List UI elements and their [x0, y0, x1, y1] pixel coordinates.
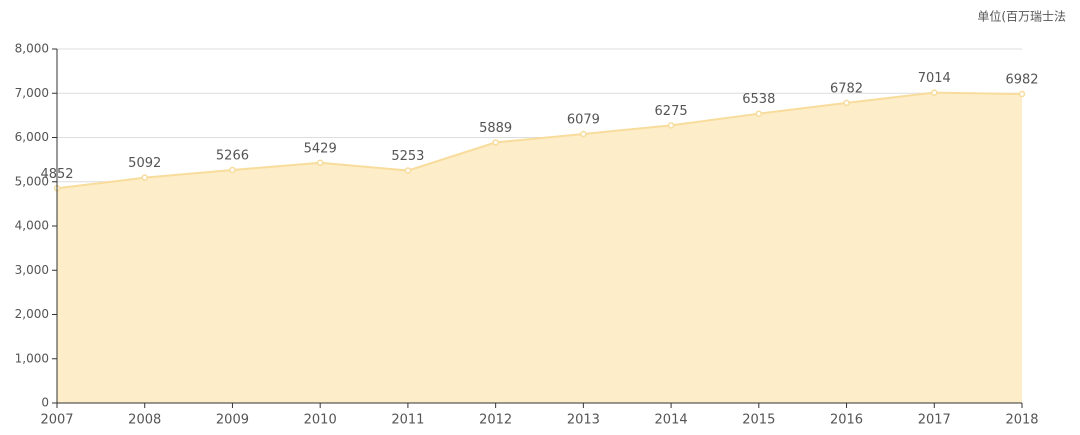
value-label: 6079 [567, 113, 600, 128]
unit-label: 单位(百万瑞士法 [977, 9, 1066, 24]
y-tick-label: 0 [41, 396, 49, 410]
value-label: 5092 [128, 156, 161, 171]
x-tick-label: 2014 [655, 413, 688, 428]
value-label: 6275 [655, 104, 688, 119]
x-tick-label: 2013 [567, 413, 600, 428]
x-tick-label: 2008 [128, 413, 161, 428]
point [931, 89, 938, 96]
x-tick-label: 2017 [918, 413, 951, 428]
value-label: 5266 [216, 148, 249, 163]
value-label: 5429 [304, 141, 337, 156]
point [316, 159, 324, 167]
y-tick-label: 2,000 [15, 307, 49, 321]
y-tick-label: 4,000 [15, 219, 49, 233]
y-tick-label: 7,000 [15, 86, 49, 100]
point [580, 130, 587, 138]
y-tick-label: 6,000 [15, 130, 49, 144]
x-tick-label: 2007 [40, 413, 73, 428]
x-tick-label: 2010 [304, 413, 337, 428]
y-tick-label: 8,000 [15, 42, 49, 56]
x-tick-label: 2012 [479, 413, 512, 428]
line [56, 91, 1023, 190]
value-label: 6538 [742, 92, 775, 107]
y-tick-label: 3,000 [15, 263, 49, 277]
point [229, 166, 236, 174]
y-tick-label: 1,000 [15, 351, 49, 365]
x-tick-label: 2018 [1005, 413, 1038, 428]
x-tick-label: 2015 [742, 413, 775, 428]
value-label: 7014 [918, 71, 951, 86]
y-tick-label: 5,000 [15, 174, 49, 188]
value-label: 6982 [1005, 73, 1038, 88]
point [843, 99, 850, 107]
value-label: 5253 [391, 149, 424, 164]
value-label: 6782 [830, 81, 863, 96]
point [1018, 90, 1026, 98]
point [755, 110, 763, 117]
point [667, 122, 675, 129]
point [404, 167, 412, 174]
value-label: 5889 [479, 121, 512, 136]
point [141, 174, 148, 181]
x-tick-label: 2011 [391, 413, 424, 428]
x-tick-label: 2016 [830, 413, 863, 428]
x-tick-label: 2009 [216, 413, 249, 428]
point [492, 139, 499, 146]
area [57, 92, 1022, 404]
